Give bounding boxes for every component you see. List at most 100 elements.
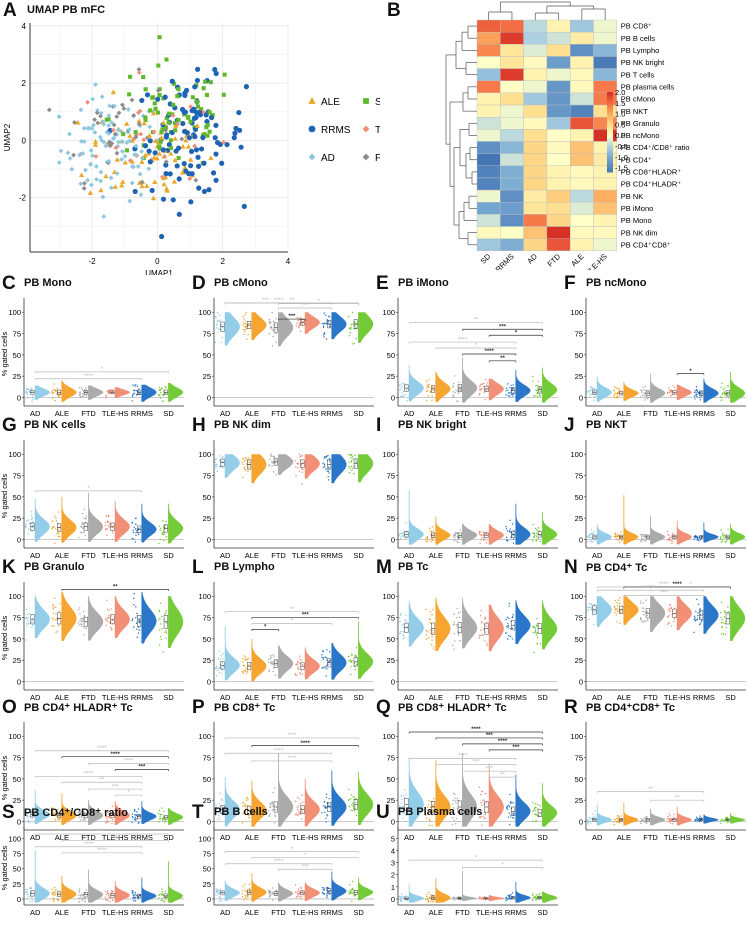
umap-point-ale — [188, 157, 194, 162]
data-point — [349, 328, 352, 330]
data-point — [616, 533, 619, 535]
colorbar-segment — [607, 98, 613, 101]
data-point — [509, 793, 511, 796]
x-tick-label: ALE — [429, 693, 443, 702]
data-point — [26, 891, 28, 893]
data-point — [324, 314, 327, 316]
umap-point-ale — [156, 151, 163, 156]
data-point — [429, 894, 432, 896]
data-point — [483, 531, 485, 534]
data-point — [591, 388, 594, 390]
heatmap-cell — [593, 177, 617, 191]
data-point — [640, 396, 642, 398]
data-point — [724, 387, 726, 389]
significance-label: * — [501, 863, 504, 869]
umap-point-rrms — [160, 147, 166, 153]
violin-ad — [409, 600, 424, 647]
heatmap-cell — [523, 153, 548, 166]
data-point — [479, 531, 481, 533]
data-point — [536, 393, 538, 395]
data-point — [643, 537, 645, 539]
data-point — [511, 802, 513, 804]
data-point — [673, 816, 675, 819]
x-tick-label: AD — [404, 551, 415, 560]
data-point — [218, 455, 221, 457]
data-point — [432, 895, 434, 898]
colorbar-segment — [607, 112, 613, 115]
data-point — [643, 389, 645, 391]
data-point — [321, 323, 323, 325]
data-point — [134, 818, 137, 820]
data-point — [216, 891, 219, 894]
x-tick-label: TLE-HS — [476, 693, 503, 702]
umap-point-tle-hs — [192, 143, 197, 149]
data-point — [247, 322, 250, 325]
data-point — [57, 818, 59, 821]
data-point — [25, 520, 28, 522]
data-point — [159, 538, 161, 541]
significance-label: *** — [472, 760, 480, 766]
data-point — [426, 638, 428, 640]
data-point — [106, 815, 109, 817]
data-point — [673, 392, 676, 395]
data-point — [430, 531, 433, 533]
data-point — [53, 886, 56, 889]
y-tick-label: 4 — [391, 846, 395, 855]
data-point — [505, 632, 507, 634]
data-point — [354, 894, 356, 897]
data-point — [323, 465, 326, 468]
x-tick-label: TLE-HS — [102, 693, 129, 702]
data-point — [272, 335, 274, 338]
data-point — [326, 470, 328, 472]
data-point — [323, 457, 325, 459]
significance-bar: ** — [224, 607, 359, 614]
data-point — [640, 600, 642, 603]
heatmap-cell — [500, 226, 524, 239]
data-point — [506, 530, 509, 532]
significance-bar: ** — [488, 356, 517, 363]
data-point — [720, 601, 723, 604]
umap-point-ftd — [109, 141, 115, 146]
data-point — [403, 626, 405, 629]
umap-point-ftd — [98, 113, 103, 119]
data-point — [272, 670, 275, 673]
data-point — [641, 394, 644, 396]
data-point — [323, 332, 326, 334]
data-point — [83, 614, 86, 617]
data-point — [269, 806, 271, 809]
data-point — [593, 396, 596, 398]
significance-label: *** — [302, 613, 310, 619]
heatmap-cell — [569, 80, 594, 94]
data-point — [399, 895, 401, 898]
data-point — [51, 807, 53, 809]
data-point — [78, 888, 81, 890]
data-point — [670, 536, 673, 538]
data-point — [399, 389, 401, 391]
data-point — [325, 665, 328, 667]
data-point — [137, 897, 140, 900]
data-point — [52, 526, 55, 528]
data-point — [616, 814, 619, 817]
violin-ftd — [462, 871, 478, 901]
x-tick-label: ALE — [245, 409, 259, 418]
data-point — [537, 385, 539, 387]
data-point — [271, 460, 273, 463]
data-point — [301, 811, 303, 814]
x-tick-label: TLE-HS — [292, 409, 319, 418]
data-point — [351, 654, 353, 656]
colorbar-segment — [607, 132, 613, 135]
umap-point-sd — [153, 106, 158, 111]
data-point — [302, 801, 304, 803]
data-point — [218, 895, 221, 898]
heatmap-cell — [569, 153, 594, 166]
data-point — [78, 536, 80, 539]
data-point — [325, 817, 327, 819]
data-point — [52, 809, 54, 812]
data-point — [401, 808, 403, 811]
data-point — [57, 624, 60, 627]
umap-point-rrms — [188, 148, 195, 155]
data-point — [221, 327, 224, 329]
data-point — [301, 471, 304, 473]
data-point — [643, 392, 645, 394]
data-point — [723, 616, 726, 618]
